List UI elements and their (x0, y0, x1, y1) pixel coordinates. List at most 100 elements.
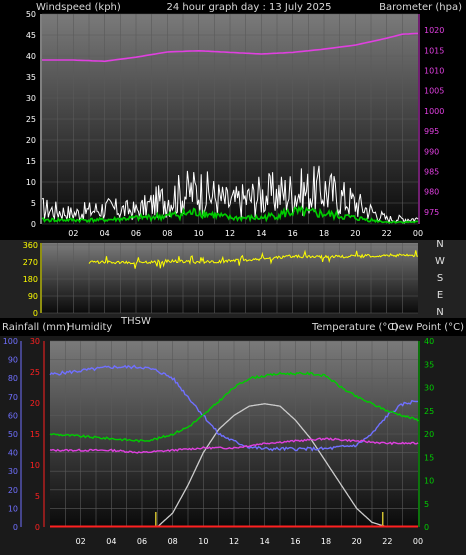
temp-x-tick-label: 22 (382, 537, 392, 546)
barometer-tick-label: 1020 (424, 26, 444, 35)
humidity-tick-label: 60 (8, 411, 18, 420)
rain-tick-label: 20 (30, 399, 40, 408)
compass-label: N (436, 307, 443, 318)
rain-tick-label: 15 (30, 430, 40, 439)
humidity-tick-label: 0 (13, 523, 18, 532)
wind-x-tick-label: 10 (194, 229, 204, 238)
temp-x-tick-label: 20 (352, 537, 362, 546)
humidity-tick-label: 50 (8, 430, 18, 439)
wind-x-tick-label: 02 (68, 229, 78, 238)
rain-tick-label: 5 (35, 492, 40, 501)
direction-tick-label: 90 (28, 292, 38, 301)
humidity-tick-label: 80 (8, 374, 18, 383)
wind-y-tick-label: 25 (26, 115, 36, 124)
rainfall-title: Rainfall (mm) (2, 322, 70, 333)
wind-x-tick-label: 18 (319, 229, 329, 238)
rain-tick-label: 30 (30, 337, 40, 346)
wind-y-tick-label: 15 (26, 157, 36, 166)
temperature-tick-label: 5 (424, 500, 429, 509)
temperature-tick-label: 10 (424, 477, 434, 486)
temperature-tick-label: 25 (424, 407, 434, 416)
temp-axes: 0102030405060708090100051015202530051015… (3, 337, 434, 546)
compass-label: W (435, 256, 445, 267)
barometer-tick-label: 975 (424, 208, 439, 217)
barometer-tick-label: 1015 (424, 46, 444, 55)
barometer-title: Barometer (hpa) (379, 2, 462, 13)
dew-point-line (49, 437, 419, 454)
wind-x-tick-label: 22 (382, 229, 392, 238)
barometer-line (42, 32, 419, 63)
wind-x-tick-label: 16 (288, 229, 298, 238)
temperature-line (49, 371, 419, 443)
humidity-tick-label: 90 (8, 356, 18, 365)
barometer-tick-label: 1000 (424, 107, 444, 116)
temp-x-tick-label: 14 (260, 537, 270, 546)
wind-y-tick-label: 0 (31, 220, 36, 229)
temp-x-tick-label: 18 (321, 537, 331, 546)
barometer-tick-label: 990 (424, 147, 439, 156)
wind-x-tick-label: 14 (256, 229, 266, 238)
chart-title: 24 hour graph day : 13 July 2025 (166, 2, 331, 13)
wind-series (41, 32, 419, 225)
humidity-tick-label: 40 (8, 449, 18, 458)
compass-label: S (437, 273, 443, 284)
barometer-tick-label: 1005 (424, 87, 444, 96)
temp-x-tick-label: 08 (168, 537, 178, 546)
windspeed-title: Windspeed (kph) (36, 2, 121, 13)
direction-tick-label: 270 (23, 258, 38, 267)
wind-y-tick-label: 35 (26, 73, 36, 82)
temp-x-tick-label: 12 (229, 537, 239, 546)
humidity-tick-label: 70 (8, 393, 18, 402)
compass-label: N (436, 239, 443, 250)
wind-x-tick-label: 08 (162, 229, 172, 238)
rain-tick-label: 10 (30, 461, 40, 470)
temperature-tick-label: 40 (424, 337, 434, 346)
rain-tick-label: 25 (30, 368, 40, 377)
wind-gust-line (41, 165, 419, 225)
wind-axes: 0510152025303540455097598098599099510001… (26, 10, 445, 238)
temp-x-tick-label: 16 (290, 537, 300, 546)
wind-y-tick-label: 30 (26, 94, 36, 103)
compass-label: E (437, 290, 443, 301)
temperature-tick-label: 30 (424, 384, 434, 393)
temp-x-tick-label: 06 (137, 537, 147, 546)
temp-x-tick-label: 00 (413, 537, 423, 546)
humidity-line (49, 364, 419, 452)
humidity-tick-label: 20 (8, 486, 18, 495)
barometer-tick-label: 1010 (424, 67, 444, 76)
wind-y-tick-label: 10 (26, 178, 36, 187)
temp-x-tick-label: 02 (76, 537, 86, 546)
wind-y-tick-label: 45 (26, 31, 36, 40)
temperature-tick-label: 20 (424, 430, 434, 439)
thsw-solar-curve (156, 403, 388, 528)
wind-y-tick-label: 50 (26, 10, 36, 19)
humidity-tick-label: 100 (3, 337, 18, 346)
humidity-tick-label: 10 (8, 504, 18, 513)
wind-y-tick-label: 40 (26, 52, 36, 61)
rain-tick-label: 0 (35, 523, 40, 532)
wind-x-tick-label: 12 (225, 229, 235, 238)
temperature-tick-label: 0 (424, 523, 429, 532)
wind-average-line (41, 205, 419, 224)
barometer-tick-label: 995 (424, 127, 439, 136)
direction-tick-label: 0 (33, 309, 38, 318)
wind-direction-line (88, 249, 419, 269)
direction-tick-label: 360 (23, 241, 38, 250)
temperature-tick-label: 35 (424, 360, 434, 369)
thsw-title: THSW (120, 316, 151, 327)
wind-y-tick-label: 20 (26, 136, 36, 145)
wind-x-tick-label: 00 (413, 229, 423, 238)
temperature-title: Temperature (°C) (311, 322, 398, 333)
humidity-tick-label: 30 (8, 467, 18, 476)
wind-x-tick-label: 04 (100, 229, 110, 238)
direction-tick-label: 180 (23, 275, 38, 284)
temp-x-tick-label: 10 (198, 537, 208, 546)
direction-axes: 0 90 180 270 360 (23, 241, 42, 318)
direction-series (88, 249, 419, 269)
temp-series (49, 364, 419, 528)
temp-x-tick-label: 04 (106, 537, 116, 546)
temperature-tick-label: 15 (424, 453, 434, 462)
barometer-tick-label: 985 (424, 168, 439, 177)
